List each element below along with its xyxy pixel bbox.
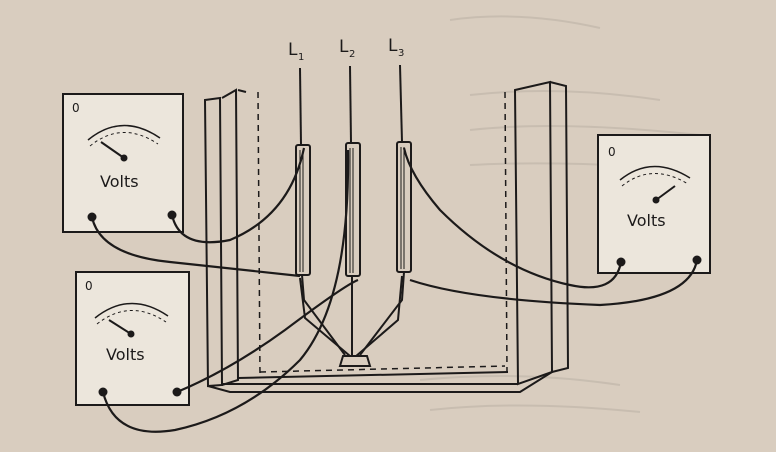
meter-1-label: Volts bbox=[100, 172, 139, 191]
lead-meter3-right bbox=[409, 259, 699, 307]
lead-meter1-right bbox=[170, 147, 306, 244]
meter-3-scale-arc bbox=[619, 165, 691, 181]
conductor-L1 bbox=[299, 67, 302, 146]
meter-1-corner-mark: 0 bbox=[72, 101, 80, 115]
lead-meter1-left bbox=[90, 216, 301, 278]
line-labels: L 1 L 2 L 3 bbox=[288, 36, 404, 63]
meter-3-label: Volts bbox=[627, 211, 666, 230]
meter-3-corner-mark: 0 bbox=[608, 145, 616, 159]
fuses bbox=[295, 141, 412, 277]
test-leads bbox=[90, 147, 699, 433]
meter-3-needle-icon bbox=[655, 185, 676, 201]
voltmeter-bottom-left: 0 Volts bbox=[75, 271, 190, 406]
label-L2-letter: L bbox=[339, 37, 349, 57]
supply-conductors bbox=[299, 64, 403, 146]
lead-meter3-left bbox=[402, 147, 623, 289]
label-L3: L 3 bbox=[388, 36, 404, 59]
enclosure-left-dash bbox=[257, 91, 261, 379]
label-L1-letter: L bbox=[288, 40, 298, 60]
label-L2-subscript: 2 bbox=[349, 49, 355, 60]
voltmeter-right: 0 Volts bbox=[597, 134, 711, 274]
meter-2-needle-icon bbox=[108, 319, 132, 335]
enclosure-right-inner bbox=[549, 81, 570, 373]
enclosure-right-dash bbox=[504, 91, 508, 373]
enclosure bbox=[203, 80, 570, 393]
load-conductors bbox=[299, 271, 405, 367]
meter-1-needle-icon bbox=[100, 141, 125, 159]
label-L3-letter: L bbox=[388, 36, 398, 56]
label-L3-subscript: 3 bbox=[398, 48, 404, 59]
label-L2: L 2 bbox=[339, 37, 355, 60]
lead-meter2-left bbox=[101, 149, 350, 433]
conductor-L2 bbox=[349, 65, 352, 144]
label-L1-subscript: 1 bbox=[298, 52, 304, 63]
meter-2-corner-mark: 0 bbox=[85, 279, 93, 293]
label-L1: L 1 bbox=[288, 40, 304, 63]
enclosure-left-inner bbox=[221, 88, 240, 386]
connector bbox=[338, 355, 372, 367]
voltmeter-top-left: 0 Volts bbox=[62, 93, 184, 233]
meter-2-label: Volts bbox=[106, 345, 145, 364]
meter-2-scale-arc bbox=[94, 302, 169, 319]
conductor-L3 bbox=[399, 64, 403, 143]
meter-1-scale-arc bbox=[87, 124, 161, 141]
fuse-L3 bbox=[396, 141, 412, 273]
lead-meter2-right bbox=[176, 278, 359, 394]
fuse-L1 bbox=[295, 144, 311, 276]
